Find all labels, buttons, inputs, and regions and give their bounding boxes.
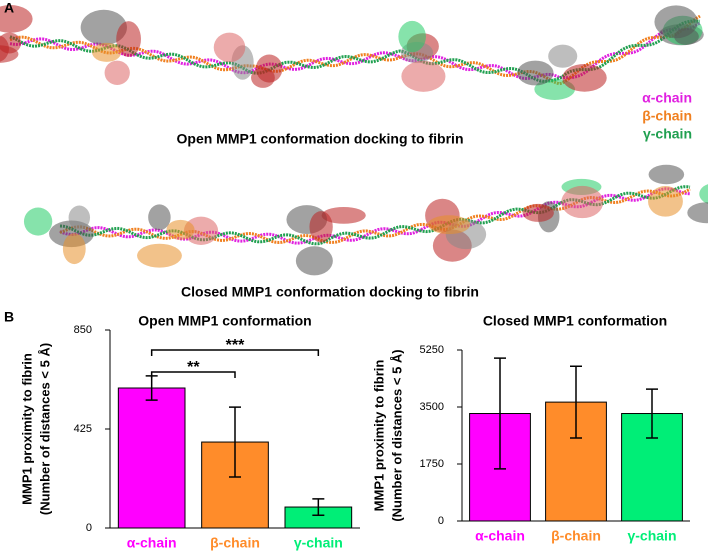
x-tick-label: β-chain (210, 535, 260, 551)
x-tick-label: α-chain (127, 535, 177, 551)
x-tick-label: γ-chain (294, 535, 343, 551)
protein-domain (92, 42, 122, 62)
caption: Closed MMP1 conformation docking to fibr… (181, 284, 479, 300)
protein-domain (0, 5, 33, 33)
y-tick-label: 5250 (420, 344, 444, 356)
legend-entry: γ-chain (643, 126, 692, 142)
error-bar (312, 498, 325, 516)
error-bar (229, 406, 241, 478)
y-axis-label: (Number of distances < 5 Å) (389, 349, 404, 521)
protein-domain (148, 204, 171, 231)
chart-title: Open MMP1 conformation (138, 313, 311, 329)
protein-domain (401, 60, 446, 92)
protein-domain (0, 35, 9, 62)
legend-entry: β-chain (642, 108, 692, 124)
protein-domain (116, 21, 141, 57)
panel-label: A (4, 0, 14, 16)
protein-domain (562, 63, 607, 92)
protein-domain (699, 184, 708, 204)
protein-domain (522, 203, 554, 222)
significance-bracket (150, 349, 320, 356)
panel-label: B (4, 309, 14, 325)
protein-domain (80, 9, 127, 46)
protein-domain (251, 67, 275, 88)
chart-title: Closed MMP1 conformation (483, 313, 667, 329)
protein-domain (295, 246, 333, 276)
protein-domain (398, 20, 426, 53)
protein-domain (548, 44, 578, 68)
strand (59, 187, 691, 245)
bar (117, 387, 186, 529)
y-axis-label: MMP1 proximity to fibrin (371, 360, 386, 512)
y-tick-label: 425 (74, 423, 92, 435)
error-bar (494, 357, 506, 470)
protein-domain (648, 164, 685, 185)
y-axis-label: MMP1 proximity to fibrin (19, 353, 34, 505)
protein-domain (137, 243, 182, 268)
protein-domain (517, 60, 554, 86)
protein-domain (104, 60, 130, 85)
y-tick-label: 3500 (420, 401, 444, 413)
y-tick-label: 1750 (420, 458, 444, 470)
protein-domain (654, 5, 698, 39)
significance-label: *** (226, 337, 245, 354)
x-tick-label: β-chain (551, 528, 601, 544)
protein-domain (648, 186, 683, 217)
protein-domain (166, 219, 195, 240)
molecule-renderings (0, 5, 708, 276)
y-tick-label: 0 (438, 515, 444, 527)
y-axis-label: (Number of distances < 5 Å) (37, 343, 52, 515)
error-bar (646, 388, 658, 439)
protein-domain (68, 205, 91, 230)
error-bar (570, 365, 582, 439)
significance-label: ** (187, 359, 200, 376)
y-tick-label: 0 (86, 522, 92, 534)
protein-domain (62, 233, 86, 265)
x-tick-label: α-chain (475, 528, 525, 544)
y-tick-label: 850 (74, 324, 92, 336)
protein-domain (23, 207, 53, 236)
protein-domain (687, 202, 708, 224)
protein-domain (321, 206, 366, 224)
protein-domain (427, 215, 471, 235)
significance-bracket (150, 371, 236, 378)
protein-domain (309, 211, 333, 243)
caption: Open MMP1 conformation docking to fibrin (177, 131, 464, 147)
x-tick-label: γ-chain (627, 528, 676, 544)
protein-domain (561, 185, 604, 219)
legend-entry: α-chain (642, 90, 692, 106)
protein-domain (213, 32, 246, 63)
protein-domain (183, 216, 219, 246)
